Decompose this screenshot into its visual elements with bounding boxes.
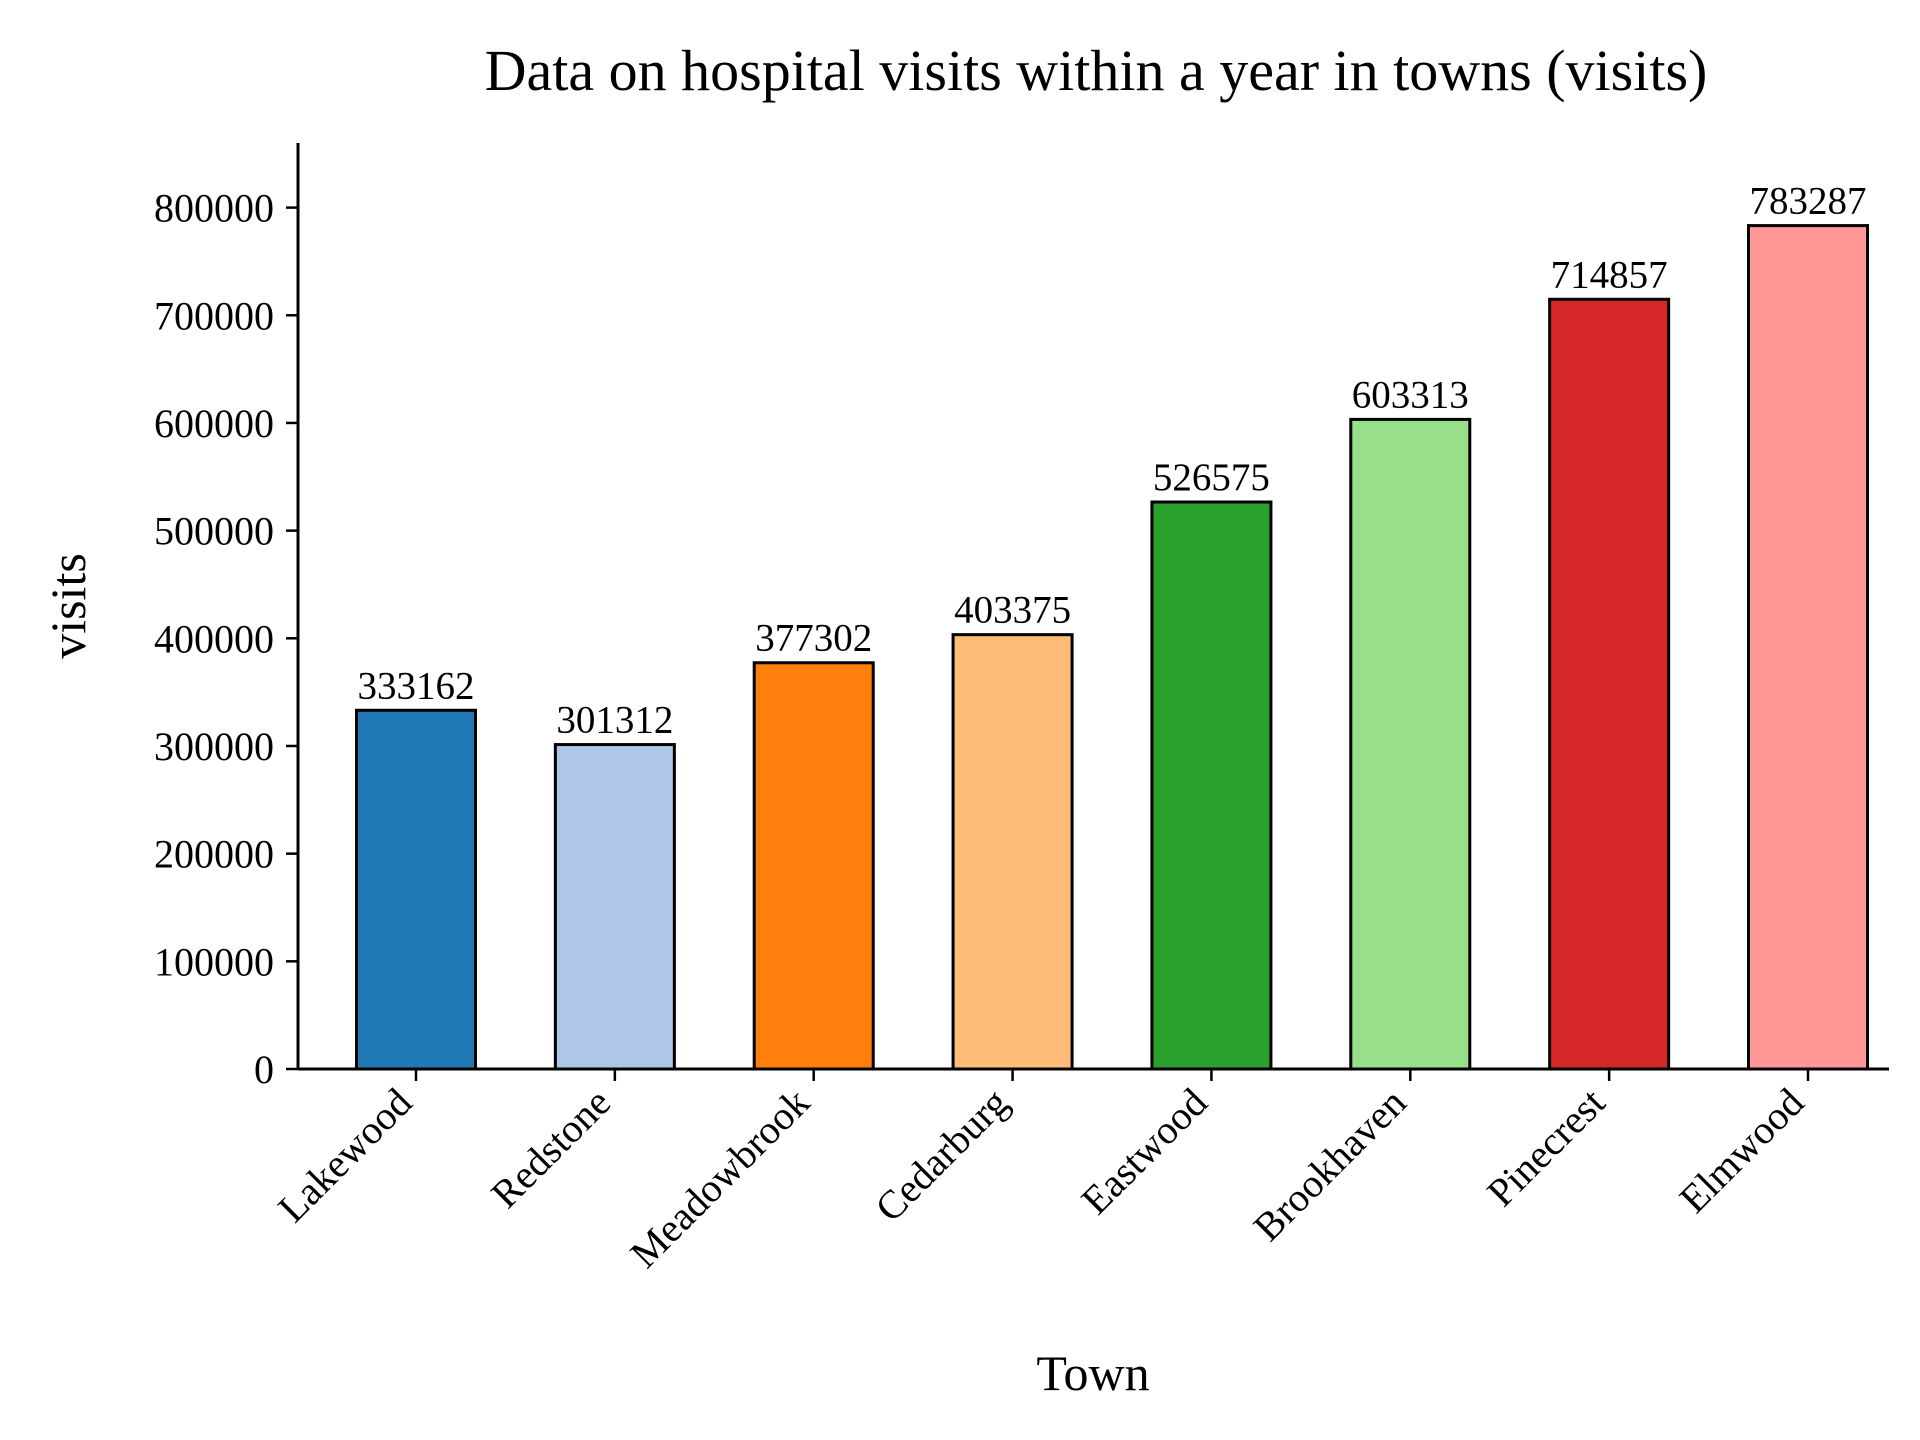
y-tick-label: 500000 (154, 509, 274, 554)
value-label-brookhaven: 603313 (1352, 373, 1469, 416)
x-tick-label-brookhaven: Brookhaven (1245, 1080, 1415, 1250)
x-tick-label-cedarburg: Cedarburg (866, 1080, 1017, 1231)
value-label-lakewood: 333162 (358, 664, 475, 707)
bar-redstone (553, 743, 676, 1071)
y-tick-label: 700000 (154, 293, 274, 338)
y-tick-label: 300000 (154, 724, 274, 769)
value-label-redstone: 301312 (556, 699, 673, 742)
bar-lakewood (355, 708, 477, 1071)
y-tick-label: 600000 (154, 401, 274, 446)
bar-pinecrest (1548, 297, 1671, 1071)
x-axis-label: Town (1036, 1345, 1149, 1401)
bar-eastwood (1150, 500, 1273, 1071)
value-label-meadowbrook: 377302 (755, 617, 872, 660)
y-tick-label: 400000 (154, 616, 274, 661)
y-tick-label: 0 (254, 1047, 274, 1092)
y-axis-label: visits (40, 553, 96, 659)
y-axis: 0 100000 200000 300000 400000 500000 600000 700… (154, 186, 298, 1092)
x-tick-label-elmwood: Elmwood (1671, 1080, 1813, 1222)
y-tick-label: 100000 (154, 939, 274, 984)
y-tick-label: 800000 (154, 186, 274, 231)
value-labels: 333162 301312 377302 403375 526575 603313 7148… (358, 180, 1867, 742)
value-label-cedarburg: 403375 (954, 589, 1071, 632)
value-label-eastwood: 526575 (1153, 456, 1270, 499)
bar-brookhaven (1349, 417, 1472, 1071)
y-tick-label: 200000 (154, 832, 274, 877)
bars (355, 224, 1869, 1071)
x-tick-label-meadowbrook: Meadowbrook (621, 1080, 818, 1277)
bar-elmwood (1747, 224, 1869, 1071)
bar-meadowbrook (752, 661, 875, 1071)
x-tick-label-redstone: Redstone (482, 1080, 619, 1217)
x-tick-label-lakewood: Lakewood (269, 1080, 420, 1231)
value-label-elmwood: 783287 (1750, 180, 1867, 223)
x-tick-label-eastwood: Eastwood (1072, 1080, 1215, 1223)
x-axis: Lakewood Redstone Meadowbrook Cedarburg East… (269, 1069, 1812, 1276)
bar-cedarburg (951, 633, 1074, 1071)
x-tick-label-pinecrest: Pinecrest (1478, 1080, 1613, 1215)
chart-title: Data on hospital visits within a year in… (485, 38, 1708, 103)
value-label-pinecrest: 714857 (1551, 253, 1668, 296)
